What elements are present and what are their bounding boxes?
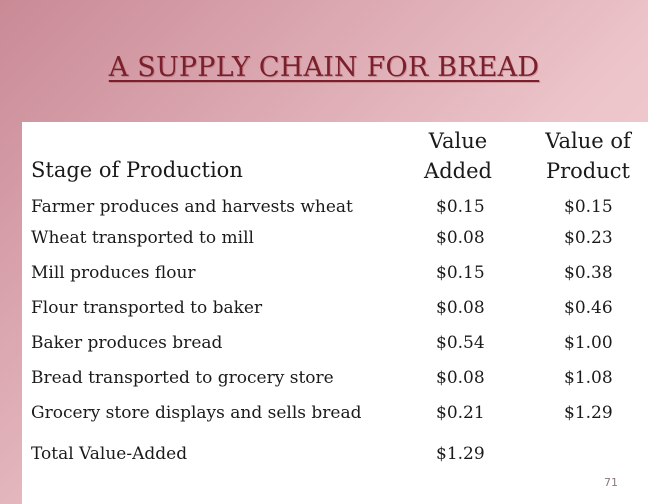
row-value-of-product: $1.29 <box>564 403 613 423</box>
page-number: 71 <box>604 476 618 489</box>
row-stage: Bread transported to grocery store <box>31 368 334 388</box>
row-value-added: $0.15 <box>436 197 485 217</box>
row-value-added: $0.08 <box>436 298 485 318</box>
row-value-of-product: $0.23 <box>564 228 613 248</box>
row-value-of-product: $0.15 <box>564 197 613 217</box>
row-stage: Grocery store displays and sells bread <box>31 403 362 423</box>
row-value-added: $0.21 <box>436 403 485 423</box>
row-stage: Flour transported to baker <box>31 298 263 318</box>
total-value-added: $1.29 <box>436 444 485 464</box>
supply-chain-table: Stage of Production Value Added Value of… <box>22 122 648 504</box>
header-stage: Stage of Production <box>31 158 243 182</box>
header-value-of-product-line1: Value of <box>545 129 631 153</box>
row-stage: Farmer produces and harvests wheat <box>31 197 353 217</box>
header-value-of-product-line2: Product <box>546 159 630 184</box>
header-value-added-line2: Added <box>424 159 492 184</box>
header-value-of-product: Value of Product <box>534 126 642 187</box>
row-value-added: $0.54 <box>436 333 485 353</box>
slide-title: A SUPPLY CHAIN FOR BREAD <box>108 52 540 83</box>
row-stage: Baker produces bread <box>31 333 223 353</box>
total-label: Total Value-Added <box>31 444 188 464</box>
row-value-of-product: $0.38 <box>564 263 613 283</box>
header-value-added-line1: Value <box>428 129 488 153</box>
row-value-of-product: $0.46 <box>564 298 613 318</box>
row-value-of-product: $1.08 <box>564 368 613 388</box>
row-value-of-product: $1.00 <box>564 333 613 353</box>
header-value-added: Value Added <box>410 126 506 187</box>
row-stage: Wheat transported to mill <box>31 228 254 248</box>
row-value-added: $0.08 <box>436 368 485 388</box>
row-value-added: $0.08 <box>436 228 485 248</box>
row-stage: Mill produces flour <box>31 263 196 283</box>
row-value-added: $0.15 <box>436 263 485 283</box>
